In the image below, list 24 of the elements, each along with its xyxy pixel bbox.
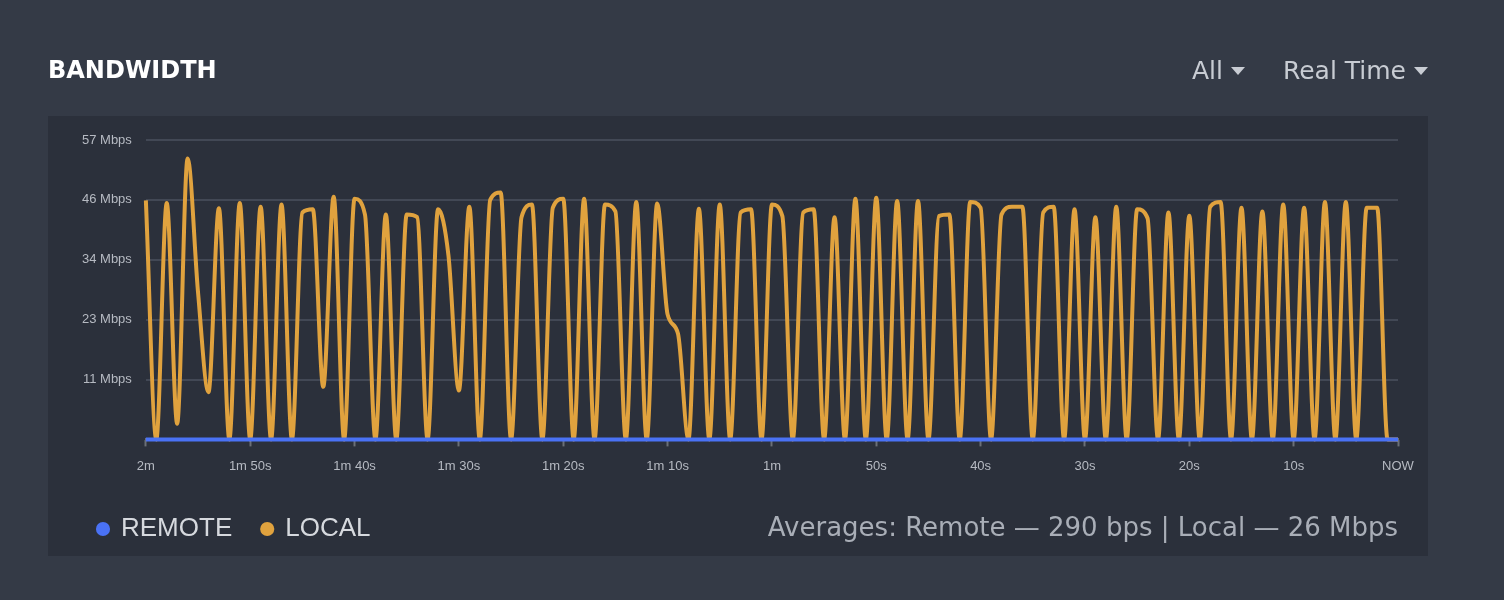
text: Averages: Remote — 290 bps | Local — 26 Mbps bbox=[767, 511, 1398, 543]
x-tick-label: 20s bbox=[1178, 457, 1201, 473]
x-tick-label: 10s bbox=[1283, 457, 1305, 473]
x-tick-label: 1m 30s bbox=[437, 457, 481, 473]
x-tick-label: 1m 40s bbox=[333, 457, 377, 473]
text: Real Time bbox=[1282, 56, 1406, 85]
x-tick-label: 50s bbox=[865, 457, 888, 473]
x-tick-label: 1m 10s bbox=[646, 457, 690, 473]
y-tick-label: 57 Mbps bbox=[81, 131, 133, 147]
legend-label: REMOTE bbox=[121, 512, 233, 543]
text: All bbox=[1191, 56, 1223, 85]
y-tick-label: 23 Mbps bbox=[81, 311, 133, 327]
x-tick-label: 1m bbox=[762, 457, 781, 473]
x-tick-label: 1m 50s bbox=[228, 457, 273, 473]
y-tick-label: 46 Mbps bbox=[81, 191, 133, 207]
legend-label: LOCAL bbox=[285, 512, 371, 543]
x-tick-label: 2m bbox=[136, 457, 155, 473]
y-tick-label: 11 Mbps bbox=[82, 371, 133, 387]
x-tick-label: 30s bbox=[1074, 457, 1096, 473]
x-tick-label: 40s bbox=[970, 457, 992, 473]
y-tick-label: 34 Mbps bbox=[81, 251, 133, 267]
chart-title: BANDWIDTH bbox=[48, 56, 217, 84]
x-tick-label: NOW bbox=[1382, 457, 1415, 473]
x-tick-label: 1m 20s bbox=[541, 457, 586, 473]
